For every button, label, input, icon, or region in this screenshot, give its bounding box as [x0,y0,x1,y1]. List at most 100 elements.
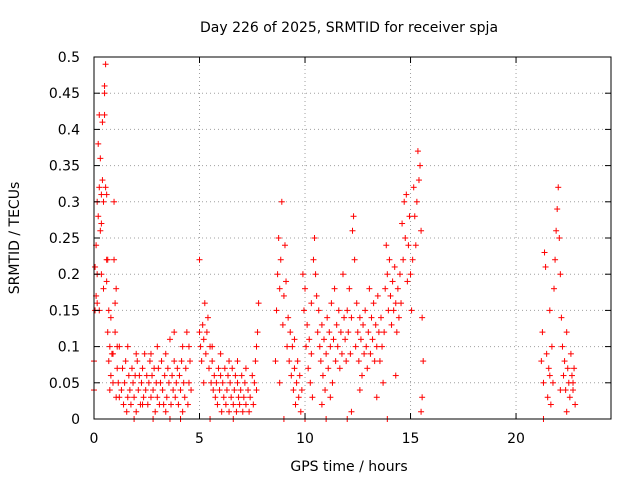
data-point [323,350,330,357]
data-point [131,394,138,401]
data-point [363,343,370,350]
data-point [106,343,113,350]
plot-frame [93,56,612,420]
data-point [389,278,396,285]
y-tick-label: 0.2 [58,267,80,283]
data-point [304,321,311,328]
data-point [291,336,298,343]
data-point [204,314,211,321]
data-point [406,213,413,220]
x-tick-label: 10 [296,431,314,447]
data-point [419,394,426,401]
data-point [403,191,410,198]
data-point [310,256,317,263]
y-tick-label: 0.4 [58,122,80,138]
data-point [146,358,153,365]
data-point [233,408,240,415]
data-point [315,307,322,314]
data-point [409,256,416,263]
data-point [133,350,140,357]
data-point [386,256,393,263]
data-point [561,358,568,365]
data-point [103,278,110,285]
data-point [119,365,126,372]
data-point [273,307,280,314]
data-point [385,307,392,314]
data-point [312,271,319,278]
data-point [408,307,415,314]
data-point [162,350,169,357]
data-point [316,343,323,350]
data-point [546,372,553,379]
data-point [368,314,375,321]
data-point [279,321,286,328]
data-point [152,408,159,415]
data-point [253,387,260,394]
data-point [555,184,562,191]
data-point [169,372,176,379]
data-point [387,292,394,299]
data-point [283,278,290,285]
data-point [307,379,314,386]
data-point [306,336,313,343]
data-point [236,401,243,408]
data-point [373,394,380,401]
data-point [95,140,102,147]
y-tick-label: 0.45 [49,86,80,102]
data-point [333,321,340,328]
data-point [376,358,383,365]
data-point [553,227,560,234]
data-point [109,379,116,386]
data-point [230,401,237,408]
data-point [142,387,149,394]
data-point [563,329,570,336]
data-point [170,387,177,394]
data-point [228,394,235,401]
data-point [313,292,320,299]
data-point [375,329,382,336]
data-point [182,365,189,372]
data-point [135,387,142,394]
data-point [180,379,187,386]
data-point [99,119,106,126]
data-point [144,401,151,408]
data-point [163,394,170,401]
data-point [239,408,246,415]
data-point [102,184,109,191]
data-point [254,329,261,336]
data-point [217,350,224,357]
data-point [404,278,411,285]
data-point [106,387,113,394]
data-point [208,379,215,386]
data-point [138,379,145,386]
data-point [290,387,297,394]
data-point [179,408,186,415]
data-point [166,336,173,343]
data-point [294,358,301,365]
data-point [197,343,204,350]
data-point [97,227,104,234]
data-point [411,213,418,220]
data-point [285,314,292,321]
data-point [308,300,315,307]
data-point [318,321,325,328]
data-point [551,285,558,292]
data-point [196,329,203,336]
data-point [346,285,353,292]
data-point [412,242,419,249]
data-point [380,379,387,386]
data-point [392,372,399,379]
data-points [91,61,579,422]
data-point [327,394,334,401]
data-point [303,343,310,350]
data-point [538,358,545,365]
data-point [183,329,190,336]
data-point [286,358,293,365]
data-point [356,314,363,321]
axis-ticks [93,56,611,420]
data-point [371,358,378,365]
data-point [311,235,318,241]
data-point [544,394,551,401]
data-point [160,401,167,408]
data-point [326,329,333,336]
